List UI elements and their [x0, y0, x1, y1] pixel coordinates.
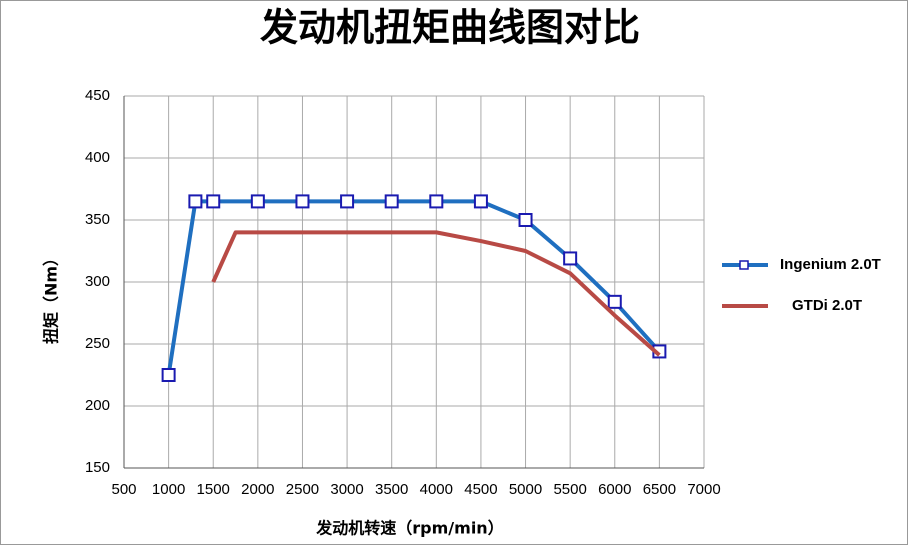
y-tick-label: 450 — [85, 87, 110, 104]
x-tick-label: 500 — [111, 481, 136, 498]
y-tick-label: 200 — [85, 397, 110, 414]
x-tick-label: 2500 — [286, 481, 319, 498]
y-tick-label: 350 — [85, 211, 110, 228]
marker — [188, 194, 203, 209]
y-tick-label: 400 — [85, 149, 110, 166]
x-tick-label: 4000 — [420, 481, 453, 498]
x-tick-label: 1000 — [152, 481, 185, 498]
y-axis-title: 扭矩（Nm） — [42, 250, 61, 344]
legend-label: Ingenium 2.0T — [780, 256, 881, 273]
line — [211, 230, 661, 357]
marker — [607, 294, 622, 309]
marker — [161, 368, 176, 382]
marker — [429, 194, 444, 209]
x-tick-label: 6500 — [643, 481, 676, 498]
marker — [340, 194, 355, 209]
x-tick-label: 2000 — [241, 481, 274, 498]
x-tick-label: 5000 — [509, 481, 542, 498]
marker — [384, 194, 399, 209]
x-tick-label: 1500 — [197, 481, 230, 498]
marker — [563, 251, 578, 266]
marker — [518, 213, 533, 227]
y-tick-label: 250 — [85, 335, 110, 352]
x-tick-label: 4500 — [464, 481, 497, 498]
y-tick-label: 150 — [85, 459, 110, 476]
x-tick-label: 3500 — [375, 481, 408, 498]
legend-marker — [739, 260, 749, 270]
marker — [473, 194, 488, 209]
x-tick-label: 3000 — [330, 481, 363, 498]
x-tick-label: 6000 — [598, 481, 631, 498]
chart-title: 发动机扭矩曲线图对比 — [260, 6, 640, 50]
y-tick-label: 300 — [85, 273, 110, 290]
x-tick-label: 7000 — [687, 481, 720, 498]
x-tick-label: 5500 — [553, 481, 586, 498]
legend-label: GTDi 2.0T — [792, 297, 862, 314]
marker — [206, 194, 221, 209]
marker — [250, 194, 265, 209]
x-axis-title: 发动机转速（rpm/min） — [315, 519, 503, 538]
marker — [295, 194, 310, 209]
